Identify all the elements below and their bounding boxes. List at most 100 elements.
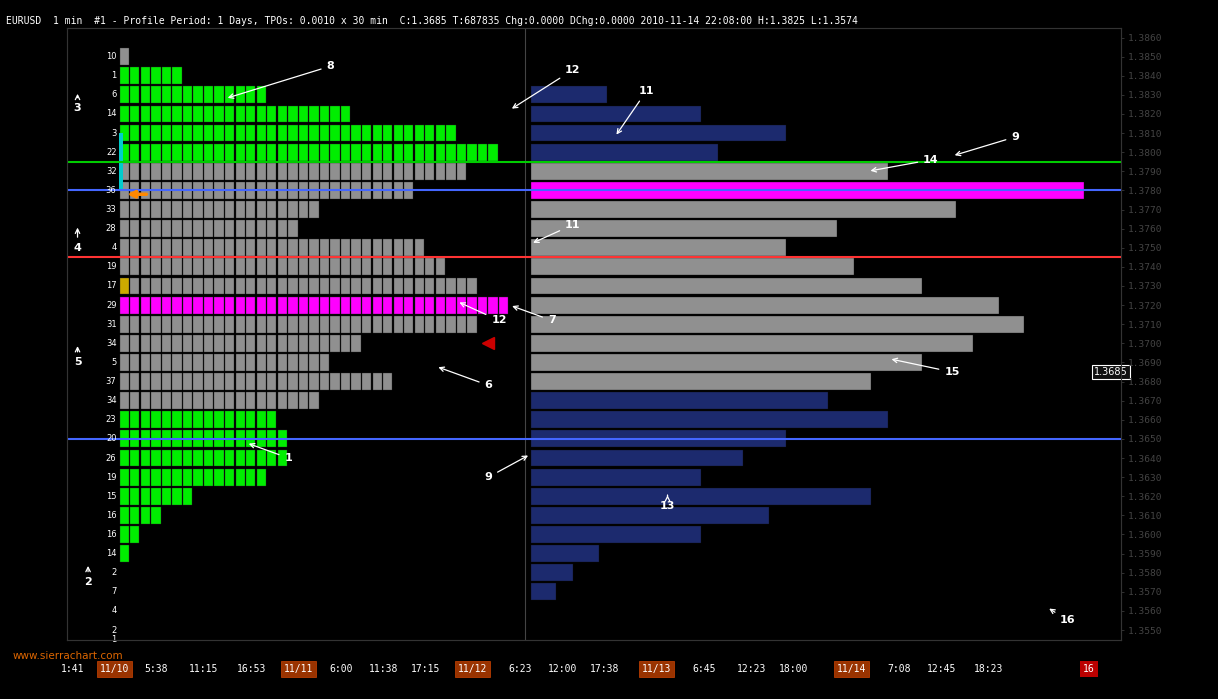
Bar <box>309 201 319 218</box>
Bar <box>173 182 181 199</box>
Bar <box>289 373 297 390</box>
Bar <box>214 469 224 486</box>
Bar <box>267 239 276 256</box>
Text: 18:00: 18:00 <box>780 664 809 675</box>
Bar <box>183 488 192 505</box>
Bar <box>246 259 256 275</box>
Bar <box>203 106 213 122</box>
Bar <box>341 182 351 199</box>
Bar <box>214 259 224 275</box>
Bar <box>225 182 234 199</box>
Bar <box>203 220 213 237</box>
Bar <box>130 335 140 352</box>
Bar <box>267 296 276 314</box>
Bar <box>267 354 276 371</box>
Bar <box>278 106 287 122</box>
Text: EURUSD  1 min  #1 - Profile Period: 1 Days, TPOs: 0.0010 x 30 min  C:1.3685 T:68: EURUSD 1 min #1 - Profile Period: 1 Days… <box>6 16 857 26</box>
Text: 8: 8 <box>229 62 334 99</box>
Bar <box>214 163 224 180</box>
Text: 7:08: 7:08 <box>888 664 911 675</box>
Bar <box>151 278 161 294</box>
Bar <box>362 163 371 180</box>
Bar <box>531 431 786 447</box>
Bar <box>267 106 276 122</box>
Bar <box>162 220 171 237</box>
Bar <box>414 278 424 294</box>
Bar <box>330 124 340 141</box>
Text: 2: 2 <box>84 568 91 587</box>
Bar <box>414 259 424 275</box>
Bar <box>289 392 297 409</box>
Bar <box>130 201 140 218</box>
Bar <box>531 144 717 161</box>
Bar <box>289 316 297 333</box>
Bar <box>352 259 361 275</box>
Text: 16: 16 <box>106 511 117 520</box>
Bar <box>373 316 381 333</box>
Bar <box>130 182 140 199</box>
Bar <box>446 144 456 161</box>
Bar <box>393 259 403 275</box>
Bar <box>130 124 140 141</box>
Text: 36: 36 <box>106 186 117 195</box>
Bar <box>267 431 276 447</box>
Bar <box>214 201 224 218</box>
Text: 4: 4 <box>111 607 117 615</box>
Bar <box>278 354 287 371</box>
Bar <box>225 278 234 294</box>
Text: 12: 12 <box>460 303 507 326</box>
Bar <box>162 239 171 256</box>
Bar <box>162 469 171 486</box>
Text: 12:45: 12:45 <box>927 664 956 675</box>
Bar <box>425 163 435 180</box>
Bar <box>278 259 287 275</box>
Bar <box>119 335 129 352</box>
Bar <box>257 124 266 141</box>
Bar <box>119 354 129 371</box>
Bar <box>214 373 224 390</box>
Bar <box>298 278 308 294</box>
Bar <box>130 449 140 466</box>
Bar <box>289 335 297 352</box>
Bar <box>141 507 150 524</box>
Text: 16: 16 <box>1050 610 1075 626</box>
Bar <box>119 449 129 466</box>
Bar <box>119 124 129 141</box>
Bar <box>309 354 319 371</box>
Text: 32: 32 <box>106 167 117 176</box>
Bar <box>393 163 403 180</box>
Bar <box>173 392 181 409</box>
Bar <box>330 278 340 294</box>
Bar <box>141 469 150 486</box>
Bar <box>289 124 297 141</box>
Bar <box>320 316 329 333</box>
Bar <box>499 296 508 314</box>
Bar <box>235 144 245 161</box>
Bar <box>173 373 181 390</box>
Bar <box>214 449 224 466</box>
Bar <box>203 144 213 161</box>
Bar <box>298 373 308 390</box>
Bar <box>183 412 192 428</box>
Bar <box>183 278 192 294</box>
Bar <box>225 316 234 333</box>
Bar <box>141 488 150 505</box>
Bar <box>267 335 276 352</box>
Bar <box>278 335 287 352</box>
Bar <box>425 296 435 314</box>
Bar <box>119 431 129 447</box>
Bar <box>425 259 435 275</box>
Bar <box>235 278 245 294</box>
Bar <box>309 392 319 409</box>
Bar <box>235 296 245 314</box>
Bar <box>130 507 140 524</box>
Bar <box>162 431 171 447</box>
Bar <box>203 239 213 256</box>
Bar <box>151 316 161 333</box>
Bar <box>298 182 308 199</box>
Bar <box>162 182 171 199</box>
Bar <box>352 144 361 161</box>
Bar <box>257 182 266 199</box>
Bar <box>173 239 181 256</box>
Bar <box>130 354 140 371</box>
